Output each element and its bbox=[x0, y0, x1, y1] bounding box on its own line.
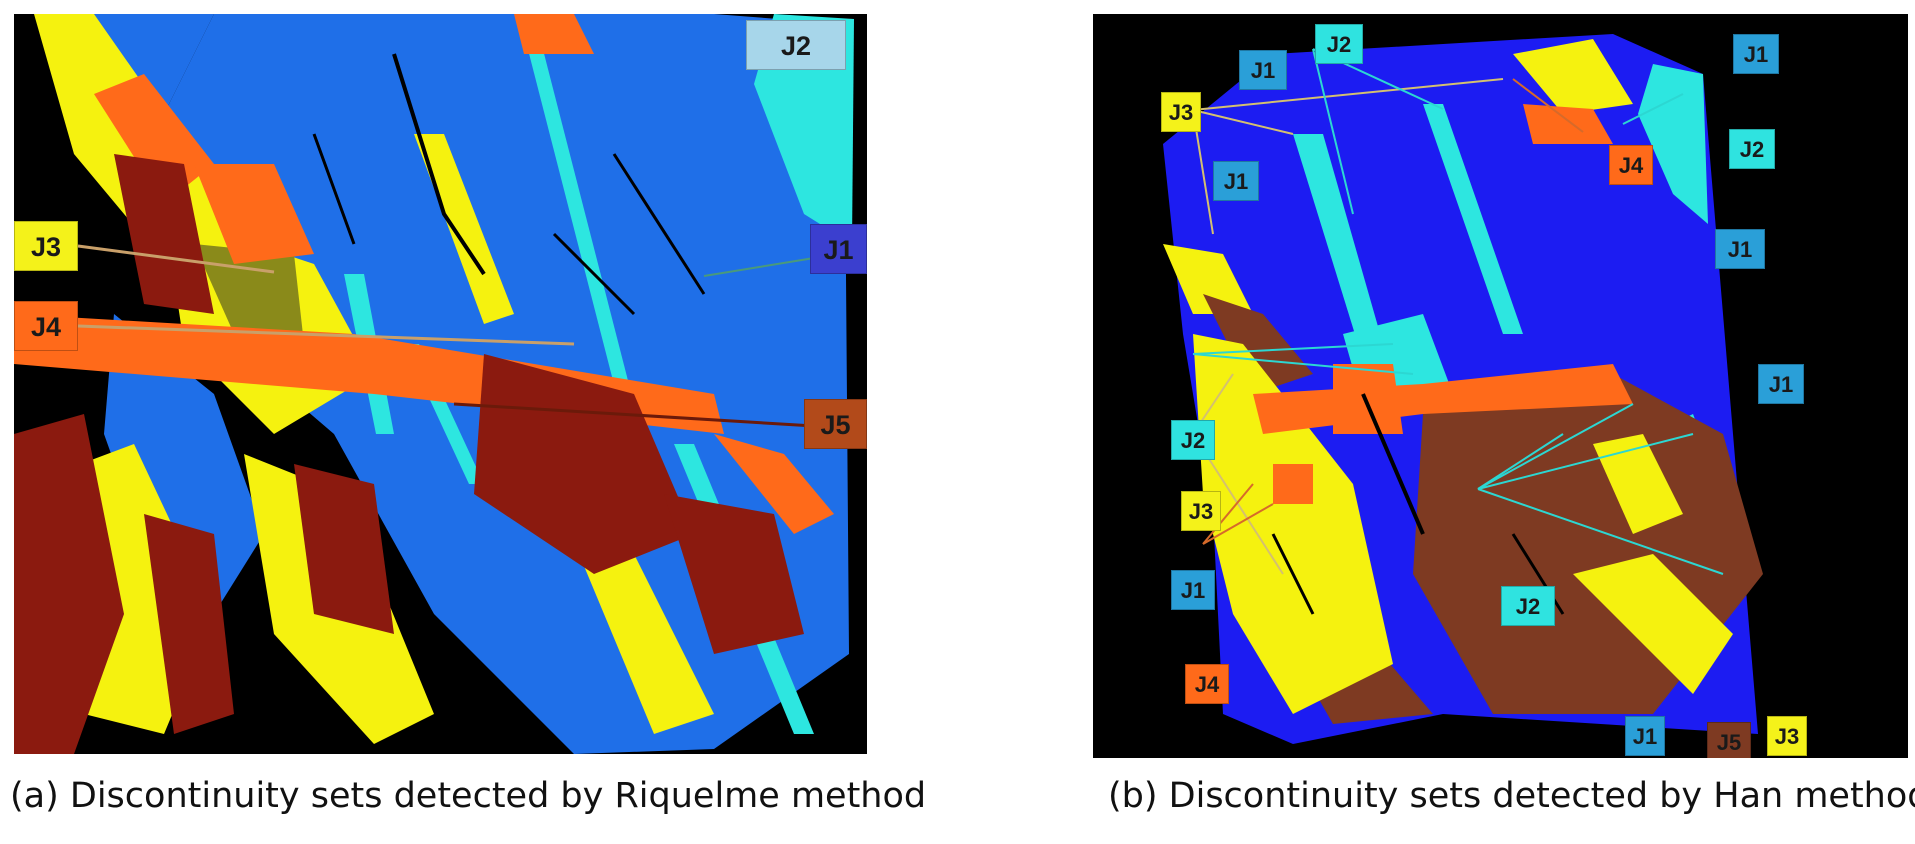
label-j1-bottom: J1 bbox=[1625, 716, 1665, 756]
label-j5-bottom: J5 bbox=[1707, 722, 1751, 758]
label-j2-right: J2 bbox=[1729, 129, 1775, 169]
label-j1-left: J1 bbox=[1213, 161, 1259, 201]
label-j1-right: J1 bbox=[1715, 229, 1765, 269]
label-j2: J2 bbox=[746, 20, 846, 70]
label-j1-mid-right: J1 bbox=[1758, 364, 1804, 404]
caption-b: (b) Discontinuity sets detected by Han m… bbox=[1108, 776, 1915, 816]
label-j2-left: J2 bbox=[1171, 420, 1215, 460]
caption-a: (a) Discontinuity sets detected by Rique… bbox=[10, 776, 927, 816]
label-j4: J4 bbox=[14, 301, 78, 351]
panel-a-segmentation-image bbox=[14, 14, 867, 754]
label-j3: J3 bbox=[14, 221, 78, 271]
label-j1: J1 bbox=[810, 224, 867, 274]
label-j3-left: J3 bbox=[1181, 491, 1221, 531]
label-j1-top-right: J1 bbox=[1733, 34, 1779, 74]
label-j1-top-left: J1 bbox=[1239, 50, 1287, 90]
panel-b-han-map: J1 J2 J1 J3 J4 J2 J1 J1 J1 J2 J3 J1 J2 J… bbox=[1093, 14, 1908, 758]
label-j3-top: J3 bbox=[1161, 92, 1201, 132]
label-j2-center: J2 bbox=[1501, 586, 1555, 626]
label-j2-top: J2 bbox=[1315, 24, 1363, 64]
label-j3-bottom: J3 bbox=[1767, 716, 1807, 756]
panel-a-riquelme-map: J2 J1 J3 J4 J5 bbox=[14, 14, 867, 754]
label-j4-top: J4 bbox=[1609, 145, 1653, 185]
label-j1-lower-left: J1 bbox=[1171, 570, 1215, 610]
label-j4-left: J4 bbox=[1185, 664, 1229, 704]
label-j5: J5 bbox=[804, 399, 867, 449]
